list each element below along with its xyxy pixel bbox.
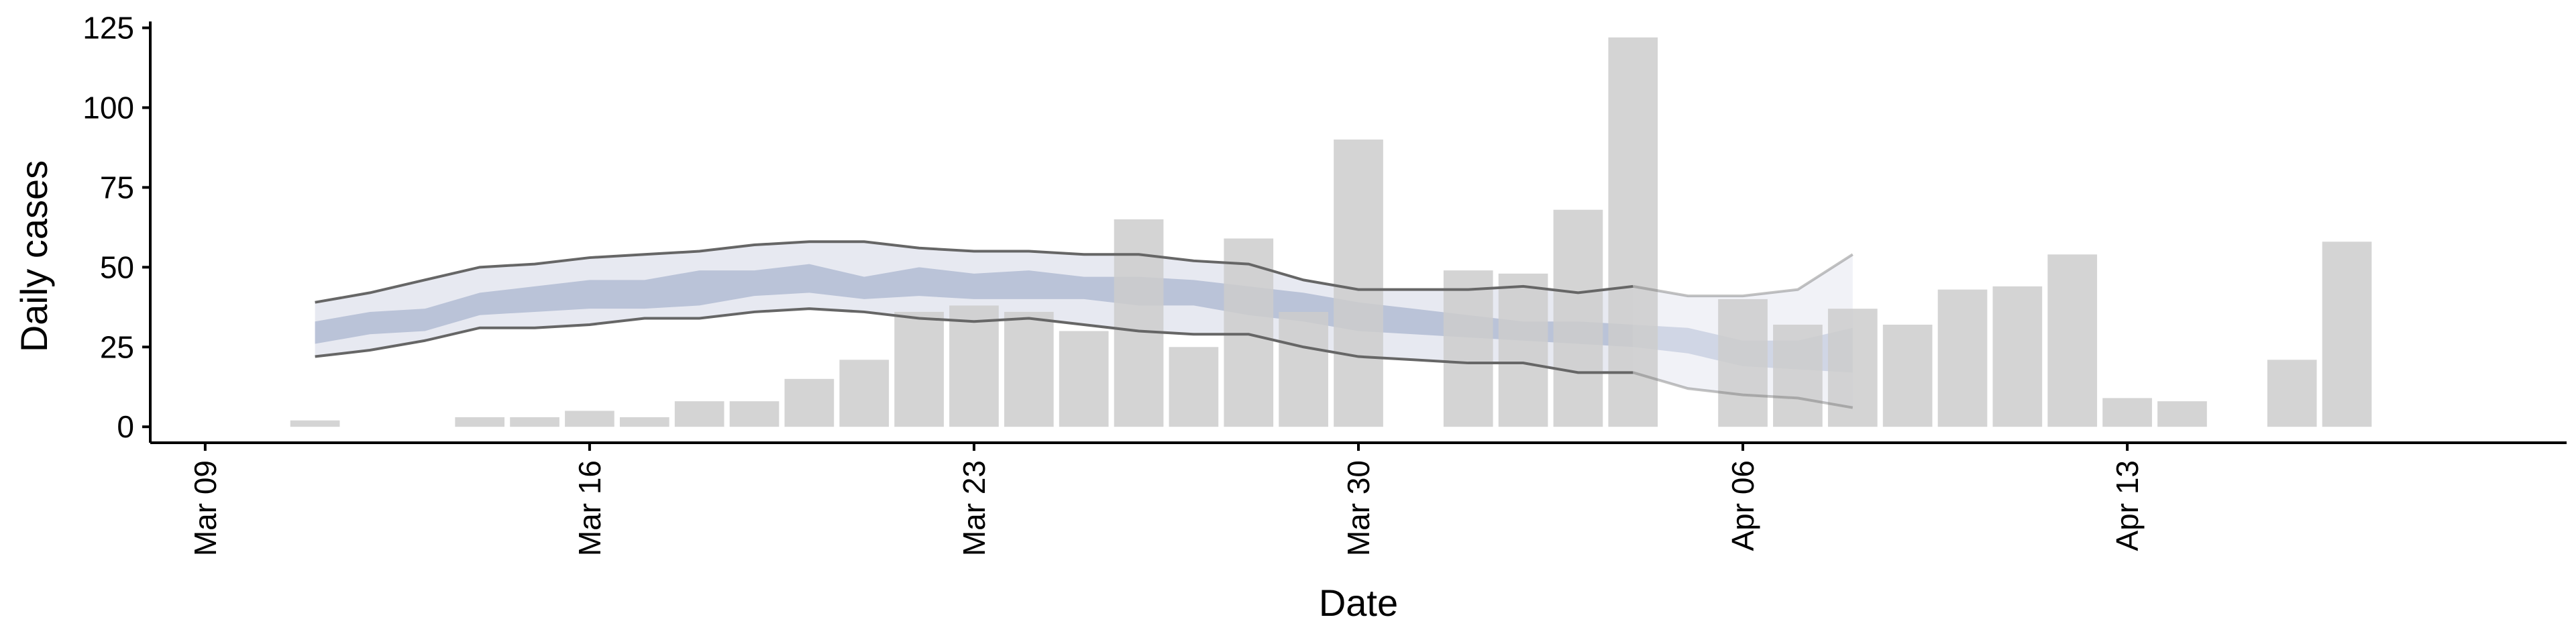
- bar: [1608, 37, 1658, 427]
- xtick-label: Mar 09: [188, 460, 223, 556]
- xtick-label: Mar 23: [957, 460, 991, 556]
- xtick-label: Mar 16: [572, 460, 607, 556]
- bar: [1937, 289, 1988, 427]
- bar: [290, 420, 340, 427]
- y-axis-title: Daily cases: [13, 160, 55, 352]
- bar: [1279, 311, 1328, 427]
- bar: [2322, 241, 2372, 427]
- bar: [2157, 401, 2207, 427]
- bar: [1773, 324, 1823, 427]
- lower-line-forecast: [1632, 371, 1854, 409]
- bar: [565, 411, 614, 427]
- xtick-labels: Mar 09 Mar 16 Mar 23 Mar 30 Apr 06 Apr 13: [188, 460, 2145, 556]
- bar: [1718, 299, 1768, 427]
- bar: [510, 417, 559, 427]
- bar: [1059, 331, 1109, 427]
- xtick-label: Apr 06: [1725, 460, 1760, 551]
- ytick-label: 25: [100, 329, 134, 364]
- bar: [1992, 286, 2043, 427]
- ytick-label: 50: [100, 250, 134, 284]
- bar: [1882, 324, 1933, 427]
- bar: [674, 401, 724, 427]
- upper-line-forecast: [1632, 253, 1854, 298]
- band-50-observed: [315, 264, 1633, 347]
- bar: [784, 378, 835, 427]
- bar: [455, 417, 505, 427]
- ytick-label: 125: [83, 11, 134, 46]
- bar: [1498, 273, 1548, 427]
- bar: [949, 305, 999, 427]
- bar: [1827, 309, 1878, 427]
- bar: [2267, 360, 2317, 427]
- bar: [619, 417, 669, 427]
- ytick-label: 100: [83, 90, 134, 125]
- xtick-label: Apr 13: [2110, 460, 2145, 551]
- x-axis-title: Date: [1319, 582, 1398, 624]
- upper-line-observed: [315, 240, 1633, 304]
- bar: [894, 311, 944, 427]
- bars: [290, 37, 2372, 427]
- lower-line-observed: [315, 307, 1633, 374]
- ytick-labels: 0 25 50 75 100 125: [83, 11, 134, 445]
- bar: [1224, 238, 1274, 427]
- bar: [1443, 270, 1493, 427]
- xtick-label: Mar 30: [1341, 460, 1376, 556]
- ytick-label: 0: [117, 409, 134, 444]
- bar: [2047, 254, 2098, 427]
- bar: [1553, 209, 1603, 427]
- bar: [1169, 347, 1219, 427]
- bar: [1114, 219, 1164, 427]
- bar: [839, 360, 890, 427]
- band-lines: [315, 240, 1854, 409]
- bar: [2102, 398, 2152, 427]
- bar: [1004, 311, 1054, 427]
- bar: [729, 401, 780, 427]
- ytick-label: 75: [100, 170, 134, 205]
- bar: [1334, 140, 1383, 427]
